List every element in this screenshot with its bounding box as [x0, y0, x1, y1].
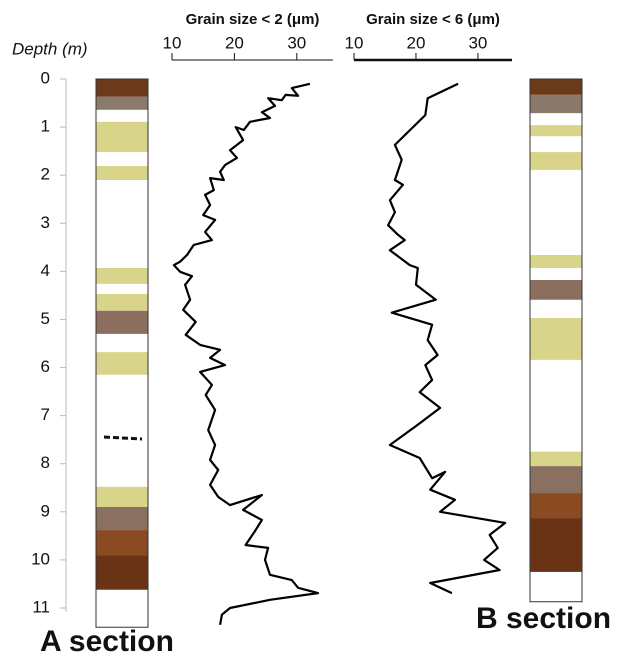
chart-title: Grain size < 6 (μm): [366, 11, 500, 28]
layer: [530, 318, 582, 360]
y-tick-label: 9: [41, 501, 50, 520]
section-column: [95, 78, 149, 628]
section-label: A section: [40, 625, 174, 658]
y-tick-label: 5: [41, 309, 50, 328]
y-tick-label: 11: [32, 597, 50, 616]
layer: [530, 152, 582, 170]
layer: [96, 79, 148, 97]
x-tick-label: 30: [287, 33, 306, 52]
x-tick-label: 10: [163, 33, 182, 52]
layer: [96, 121, 148, 153]
y-tick-label: 4: [41, 261, 50, 280]
depth-axis-label: Depth (m): [12, 39, 88, 58]
x-tick-label: 30: [468, 33, 487, 52]
layer: [96, 507, 148, 531]
y-tick-label: 3: [41, 213, 50, 232]
layer: [96, 293, 148, 311]
grain-size-line: [172, 82, 320, 625]
grain-size-line: [387, 82, 507, 595]
layer: [96, 310, 148, 334]
x-tick-label: 20: [225, 33, 244, 52]
x-tick-label: 20: [406, 33, 425, 52]
layer: [530, 280, 582, 300]
marker-dash: [103, 435, 143, 441]
layer: [530, 451, 582, 467]
x-tick-label: 10: [345, 33, 364, 52]
layer: [530, 125, 582, 137]
y-tick-label: 2: [41, 165, 50, 184]
layer: [530, 466, 582, 494]
layer: [96, 96, 148, 110]
layer: [530, 518, 582, 572]
layer: [96, 166, 148, 180]
layer: [530, 493, 582, 519]
layer: [96, 486, 148, 508]
layer: [530, 79, 582, 95]
layer: [96, 267, 148, 284]
layer: [530, 255, 582, 268]
layer: [96, 555, 148, 590]
layer: [96, 352, 148, 375]
y-tick-label: 6: [41, 357, 50, 376]
chart-title: Grain size < 2 (μm): [186, 11, 320, 28]
section-label: B section: [476, 602, 611, 635]
y-tick-label: 8: [41, 453, 50, 472]
layer: [96, 530, 148, 556]
y-tick-label: 0: [41, 68, 50, 87]
section-column: [529, 78, 583, 603]
layer: [530, 94, 582, 114]
y-tick-label: 1: [41, 117, 50, 136]
y-tick-label: 10: [31, 549, 50, 568]
y-tick-label: 7: [41, 405, 50, 424]
